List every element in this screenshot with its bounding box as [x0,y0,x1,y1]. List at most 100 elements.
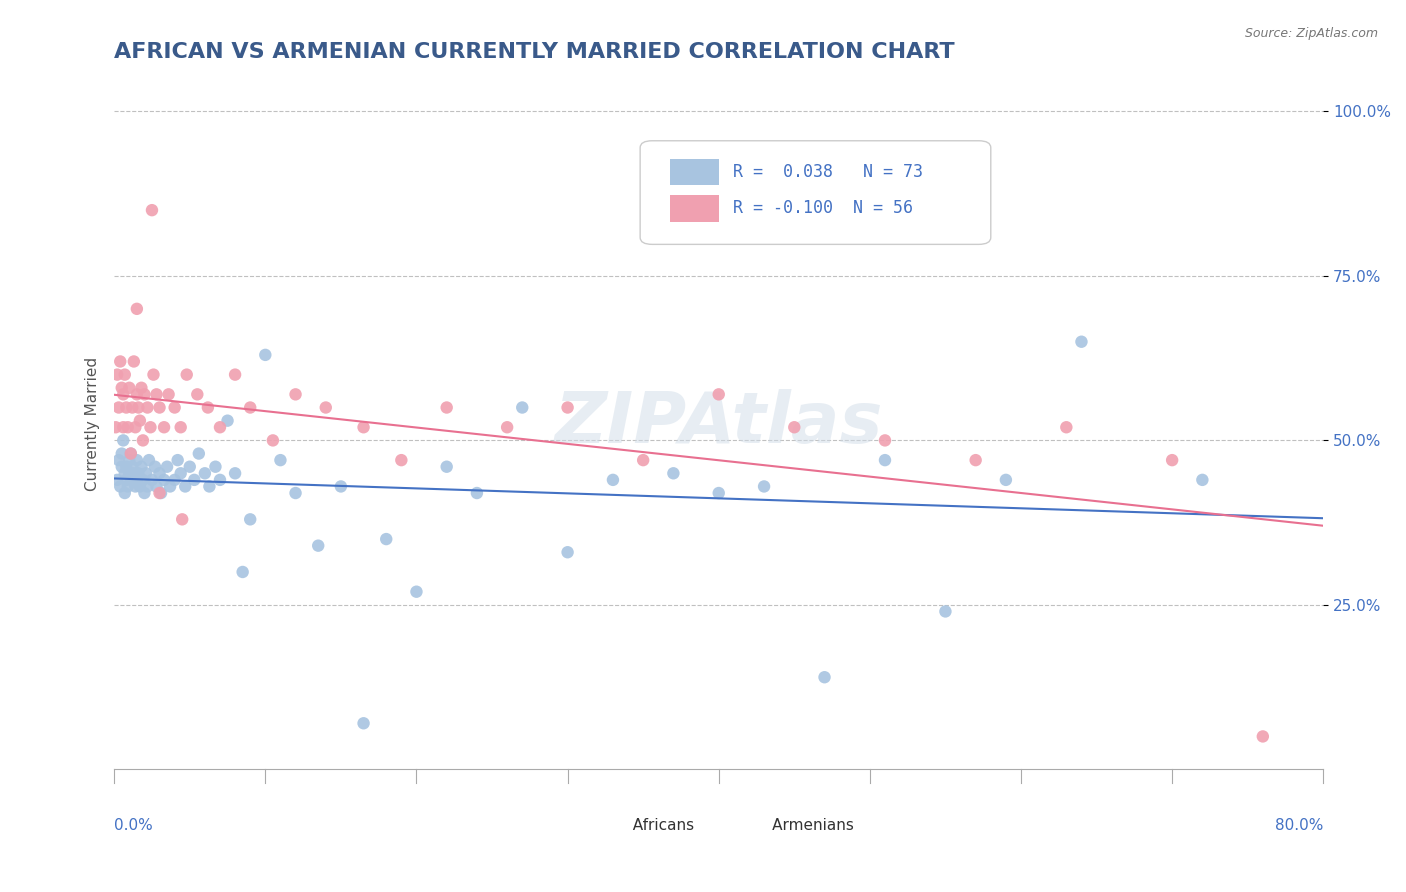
Point [662,467,685,481]
Point [436,459,458,474]
Point [1161,453,1184,467]
Point [135,467,157,481]
Point [141,473,163,487]
Point [111,446,134,460]
Point [465,486,488,500]
Point [112,434,135,448]
Point [873,453,896,467]
Point [436,401,458,415]
Point [353,716,375,731]
FancyBboxPatch shape [671,195,718,221]
Text: 80.0%: 80.0% [1275,818,1323,832]
Point [150,486,173,500]
Point [170,420,193,434]
Point [138,453,160,467]
Point [197,401,219,415]
Point [375,532,398,546]
Point [118,381,141,395]
Point [208,473,231,487]
Point [232,565,254,579]
Point [353,420,375,434]
Point [134,387,156,401]
Point [1070,334,1092,349]
Point [186,387,208,401]
Point [389,453,412,467]
Point [934,604,956,618]
Text: Africans                Armenians: Africans Armenians [583,818,853,832]
Point [262,434,284,448]
Point [183,473,205,487]
Point [284,486,307,500]
Point [631,453,654,467]
Point [176,368,198,382]
Point [118,453,141,467]
Point [148,486,170,500]
Point [117,420,139,434]
Point [496,420,519,434]
Point [104,420,127,434]
Point [136,479,159,493]
Point [1191,473,1213,487]
Point [166,453,188,467]
Point [125,453,148,467]
Point [117,479,139,493]
Point [134,486,156,500]
Point [114,486,136,500]
Point [121,401,143,415]
Point [115,401,138,415]
Point [143,459,166,474]
Point [224,467,246,481]
FancyBboxPatch shape [671,159,718,185]
Point [125,387,148,401]
Point [131,381,153,395]
Point [125,473,148,487]
Point [127,401,149,415]
Point [112,387,135,401]
Text: Source: ZipAtlas.com: Source: ZipAtlas.com [1244,27,1378,40]
Point [124,479,146,493]
Point [156,459,179,474]
Point [121,459,143,474]
Point [329,479,352,493]
Point [163,473,186,487]
Point [208,420,231,434]
Point [217,414,239,428]
Point [153,420,176,434]
Point [120,446,142,460]
Point [112,420,135,434]
FancyBboxPatch shape [640,141,991,244]
Point [198,479,221,493]
Point [170,467,193,481]
Point [224,368,246,382]
Point [105,473,128,487]
Point [194,467,217,481]
Point [120,446,142,460]
Point [125,301,148,316]
Point [510,401,533,415]
Point [707,486,730,500]
Point [557,401,579,415]
Point [115,459,138,474]
Text: ZIPAtlas: ZIPAtlas [554,390,883,458]
Point [163,401,186,415]
Point [159,479,181,493]
FancyBboxPatch shape [592,805,619,831]
Point [307,539,329,553]
Point [111,459,134,474]
Point [128,414,150,428]
Point [269,453,291,467]
Point [204,459,226,474]
Point [707,387,730,401]
Point [127,467,149,481]
Point [1251,730,1274,744]
Point [254,348,277,362]
Point [139,420,162,434]
Point [110,479,132,493]
Point [153,473,176,487]
Point [557,545,579,559]
Point [132,473,155,487]
Text: R = -0.100  N = 56: R = -0.100 N = 56 [734,200,914,218]
Point [136,401,159,415]
Point [602,473,624,487]
Point [122,354,145,368]
